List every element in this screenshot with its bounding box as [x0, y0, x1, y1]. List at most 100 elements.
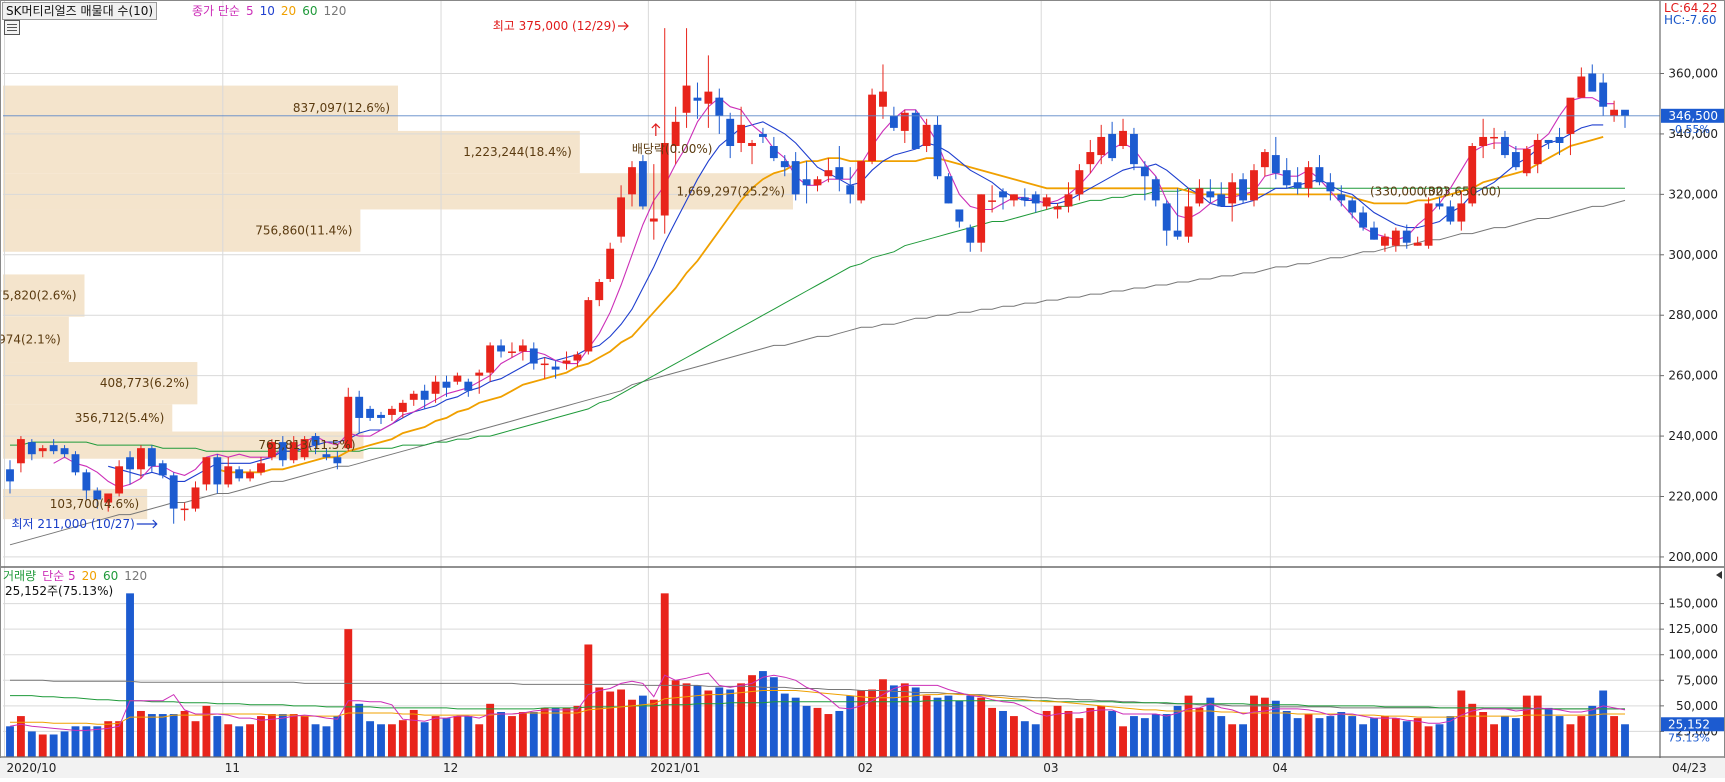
- volume-bar: [137, 710, 145, 757]
- candle-body: [1337, 194, 1346, 201]
- volume-bar: [202, 705, 211, 757]
- volume-bar: [1271, 700, 1280, 757]
- candle-body: [137, 448, 145, 470]
- volume-bar: [1566, 724, 1575, 757]
- candle-body: [1402, 230, 1411, 243]
- price-tick-label: 260,000: [1668, 369, 1718, 383]
- volume-bar: [366, 721, 375, 757]
- volume-bar: [267, 714, 276, 757]
- candle-body: [769, 146, 778, 159]
- volume-bar: [835, 710, 844, 757]
- candle-body: [1468, 146, 1477, 204]
- candle-body: [1206, 191, 1215, 198]
- candle-body: [27, 442, 36, 455]
- volume-bar: [966, 695, 975, 757]
- volume-bar: [104, 721, 113, 757]
- date-axis-band: [0, 758, 1725, 778]
- candle-body: [540, 363, 549, 366]
- candle-body: [944, 176, 953, 204]
- volume-bar: [726, 689, 735, 757]
- candle-body: [398, 402, 407, 412]
- volume-bar: [857, 690, 866, 757]
- current-volume-ratio-label: 75.13%: [1668, 731, 1710, 744]
- volume-ma120-line: [10, 679, 1625, 710]
- volume-tick-label: 50,000: [1676, 699, 1718, 713]
- candle-body: [813, 179, 822, 186]
- candle-body: [1610, 109, 1619, 116]
- candle-body: [180, 508, 189, 511]
- current-change-label: -0.55%: [1671, 123, 1710, 136]
- candle-body: [1184, 206, 1193, 237]
- volume-legend: 거래량 단순 5 20 60 120: [3, 568, 147, 584]
- ma120-line: [9, 199, 1626, 546]
- volume-bar: [147, 714, 156, 757]
- candle-body: [911, 112, 920, 150]
- candle-body: [1195, 188, 1204, 204]
- candle-body: [213, 457, 222, 485]
- candle-body: [551, 366, 560, 370]
- candle-body: [71, 454, 80, 473]
- candle-body: [1228, 182, 1237, 204]
- volume-profile-band: [3, 362, 198, 405]
- volume-bar: [71, 726, 80, 757]
- volume-bar: [1599, 690, 1608, 757]
- candle-body: [628, 167, 636, 195]
- volume-bar: [1075, 718, 1084, 757]
- toolbar-menu-icon[interactable]: [4, 20, 20, 35]
- volume-bar: [398, 720, 407, 757]
- volume-bar: [486, 703, 495, 757]
- candle-body: [791, 161, 800, 195]
- volume-bar: [1402, 721, 1411, 757]
- candle-body: [1424, 203, 1433, 246]
- volume-bar: [126, 593, 134, 757]
- volume-profile-label: 1,223,244(18.4%): [463, 145, 572, 159]
- volume-bar: [158, 714, 167, 757]
- volume-tick-label: 150,000: [1668, 597, 1718, 611]
- candle-body: [169, 475, 178, 509]
- candle-body: [999, 191, 1007, 198]
- volume-bar: [1217, 716, 1226, 757]
- volume-bar: [802, 705, 811, 757]
- candle-body: [1446, 206, 1455, 222]
- volume-bar: [1326, 716, 1335, 757]
- volume-bar: [311, 724, 320, 757]
- volume-bar: [584, 644, 593, 757]
- volume-bar: [1544, 707, 1553, 757]
- candle-body: [1053, 206, 1062, 210]
- candle-body: [671, 121, 680, 147]
- volume-profile-label: 765,813(11.5%): [258, 438, 355, 452]
- candle-body: [1511, 152, 1520, 168]
- volume-tick-label: 125,000: [1668, 622, 1718, 636]
- volume-bar: [638, 695, 647, 757]
- volume-bar: [1108, 710, 1117, 757]
- candle-body: [1435, 203, 1444, 207]
- candle-body: [453, 375, 462, 382]
- volume-bar: [780, 693, 789, 757]
- volume-bar: [1424, 726, 1433, 757]
- candle-body: [300, 439, 309, 458]
- chart-title[interactable]: SK머티리얼즈 매물대 수(10): [2, 2, 158, 20]
- candle-body: [93, 490, 102, 500]
- candle-body: [726, 118, 735, 147]
- candle-body: [1457, 203, 1466, 222]
- candle-body: [780, 161, 789, 168]
- volume-bar: [246, 724, 254, 757]
- candle-body: [278, 442, 287, 461]
- volume-bar: [1097, 705, 1106, 757]
- volume-bar: [911, 687, 920, 757]
- volume-bar: [1151, 714, 1160, 757]
- volume-profile-band: [3, 404, 173, 432]
- volume-bar: [999, 710, 1007, 757]
- volume-bar: [791, 697, 800, 757]
- candle-body: [366, 408, 375, 418]
- volume-bar: [1511, 718, 1520, 757]
- ma-legend-20: 20: [280, 4, 297, 18]
- volume-bar: [1348, 716, 1357, 757]
- candle-body: [1075, 170, 1084, 195]
- candle-body: [322, 454, 331, 458]
- candle-body: [562, 360, 571, 364]
- volume-bar: [464, 716, 473, 757]
- dividend-arrow-icon: [651, 123, 661, 136]
- candle-body: [333, 457, 342, 464]
